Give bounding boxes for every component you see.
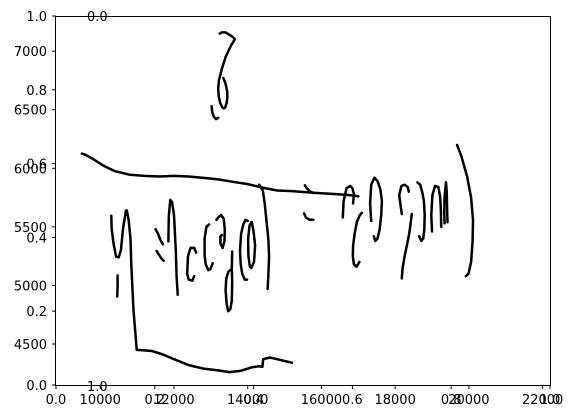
primary-y-tick-label: 0.6 bbox=[26, 158, 47, 173]
stroke-series-1 bbox=[218, 31, 237, 41]
stroke-series-2 bbox=[216, 38, 237, 110]
secondary-x-tick-label: 14000 bbox=[227, 393, 268, 408]
stroke-series-16 bbox=[246, 220, 257, 270]
stroke-series-15 bbox=[238, 218, 249, 281]
extra-label-top-left: 0.0 bbox=[87, 10, 108, 25]
stroke-series-3 bbox=[210, 104, 220, 121]
plot-frame bbox=[55, 16, 551, 386]
primary-y-tick-label: 0.8 bbox=[26, 84, 47, 99]
stroke-series-28 bbox=[455, 143, 475, 278]
primary-y-tick-label: 0.2 bbox=[26, 305, 47, 320]
secondary-y-tick-label: 6000 bbox=[14, 162, 47, 177]
stroke-series-4 bbox=[80, 152, 360, 198]
secondary-x-tick-label: 10000 bbox=[80, 393, 121, 408]
secondary-y-tick-label: 4500 bbox=[14, 338, 47, 353]
secondary-y-tick-label: 6500 bbox=[14, 104, 47, 119]
secondary-axis-ticks: 10000 12000 14000 16000 18000 20000 22000 4500 5… bbox=[14, 45, 563, 408]
secondary-y-tick-label: 7000 bbox=[14, 45, 47, 60]
secondary-y-tick-label: 5000 bbox=[14, 279, 47, 294]
stroke-series-6 bbox=[125, 209, 294, 374]
primary-x-tick-label: 0.2 bbox=[144, 393, 165, 408]
secondary-x-tick-label: 22000 bbox=[522, 393, 563, 408]
stroke-series-27 bbox=[442, 181, 449, 225]
stroke-series-21 bbox=[351, 211, 364, 268]
secondary-x-tick-label: 12000 bbox=[153, 393, 194, 408]
stroke-series-19 bbox=[302, 212, 315, 222]
stroke-series-26 bbox=[430, 184, 443, 233]
primary-y-tick-label: 1.0 bbox=[26, 10, 47, 25]
stroke-series-12 bbox=[203, 223, 214, 272]
secondary-x-tick-label: 18000 bbox=[374, 393, 415, 408]
primary-y-tick-label: 0.0 bbox=[26, 379, 47, 394]
stroke-series-9 bbox=[155, 249, 165, 263]
primary-x-tick-label: 0.0 bbox=[46, 393, 67, 408]
secondary-x-tick-label: 20000 bbox=[448, 393, 489, 408]
stroke-series-13 bbox=[215, 213, 227, 250]
stroke-series-11 bbox=[185, 246, 198, 282]
stroke-series-14 bbox=[224, 250, 234, 313]
stroke-series-23 bbox=[397, 183, 411, 216]
primary-x-tick-label: 0.4 bbox=[243, 393, 264, 408]
stroke-series-18 bbox=[303, 184, 315, 195]
primary-axis-ticks: 0.0 0.2 0.4 0.6 0.8 1.0 0.0 0.2 0.4 0.6 0.8 1.0 bbox=[26, 10, 560, 408]
handwriting-strokes bbox=[80, 31, 475, 374]
secondary-y-tick-label: 5500 bbox=[14, 221, 47, 236]
stroke-series-22 bbox=[368, 176, 384, 243]
stroke-series-10 bbox=[167, 198, 179, 297]
extra-label-bottom-left: 1.0 bbox=[87, 380, 108, 395]
primary-x-tick-label: 0.8 bbox=[441, 393, 462, 408]
secondary-x-tick-label: 16000 bbox=[301, 393, 342, 408]
primary-x-tick-label: 0.6 bbox=[342, 393, 363, 408]
stroke-series-24 bbox=[400, 212, 414, 280]
stroke-series-20 bbox=[341, 184, 356, 219]
primary-y-tick-label: 0.4 bbox=[26, 231, 47, 246]
stroke-series-5 bbox=[110, 209, 128, 259]
stroke-series-25 bbox=[416, 181, 426, 243]
stroke-series-17 bbox=[257, 183, 271, 291]
stroke-series-8 bbox=[154, 227, 165, 246]
primary-x-tick-label: 1.0 bbox=[540, 393, 561, 408]
